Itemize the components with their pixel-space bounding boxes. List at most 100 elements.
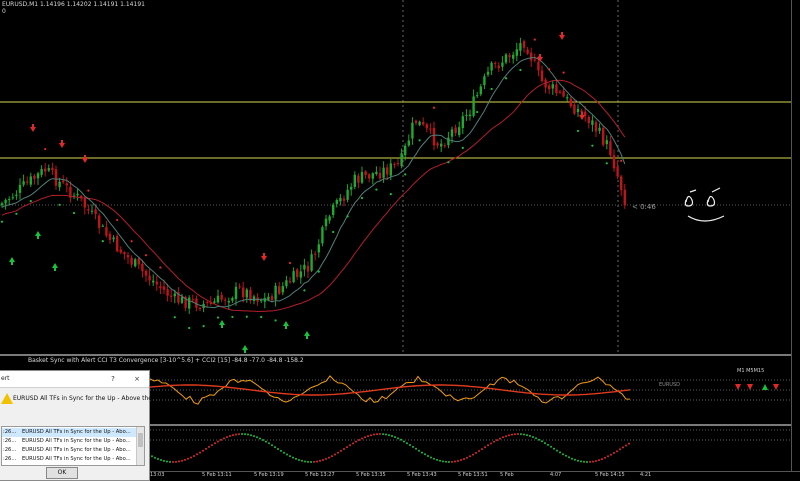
close-button[interactable]: × <box>134 375 140 383</box>
signal-dot <box>526 434 528 437</box>
candle-body <box>551 84 554 89</box>
signal-dot <box>478 450 480 452</box>
scrollbar-thumb[interactable] <box>138 433 143 447</box>
signal-dot <box>490 442 492 445</box>
alert-dialog[interactable]: ert ? × EURUSD All TFs in Sync for the U… <box>0 370 152 481</box>
buy-dot <box>173 316 176 319</box>
signal-dot <box>166 460 168 463</box>
signal-dot <box>346 446 348 449</box>
candle-body <box>418 121 421 126</box>
candle-body <box>407 140 410 146</box>
candle-body <box>458 127 461 136</box>
signal-dot <box>424 453 426 456</box>
candle-body <box>548 85 551 90</box>
alert-title: ert <box>1 375 10 382</box>
signal-dot <box>487 444 489 447</box>
candle-body <box>33 175 36 179</box>
candle-body <box>123 252 126 255</box>
alert-history-list[interactable]: :26... EURUSD All TFs in Sync for the Up … <box>1 426 145 466</box>
time-axis[interactable] <box>0 471 800 480</box>
signal-dot <box>421 451 423 454</box>
signal-dot <box>358 439 360 441</box>
pane-separator-2[interactable] <box>0 424 800 426</box>
oscillator-canvas[interactable] <box>0 356 800 424</box>
candle-body <box>537 61 540 71</box>
signal-dot <box>406 442 408 445</box>
buy-dot <box>461 146 464 150</box>
candle-body <box>605 140 608 145</box>
candle-body <box>267 296 270 300</box>
buy-dot <box>260 315 263 319</box>
candle-body <box>65 183 68 186</box>
list-item[interactable]: :26... EURUSD All TFs in Sync for the Up … <box>2 455 136 464</box>
price-chart-pane[interactable]: EURUSD,M1 1.14196 1.14202 1.14191 1.1419… <box>0 0 800 354</box>
help-button[interactable]: ? <box>111 375 115 383</box>
candle-body <box>562 91 565 97</box>
signal-dot <box>586 461 588 463</box>
oscillator-header: Basket Sync with Alert CCI T3 Convergenc… <box>28 357 304 364</box>
candle-body <box>576 108 580 113</box>
signal-dot <box>577 459 579 462</box>
candle-body <box>152 280 155 283</box>
alert-titlebar[interactable]: ert ? × <box>0 371 149 388</box>
sell-arrow <box>559 32 565 40</box>
signal-dot <box>334 453 336 456</box>
candle-body <box>191 299 194 301</box>
signal-dot <box>619 448 621 451</box>
signal-dot <box>226 436 228 439</box>
candle-body <box>386 167 389 175</box>
signal-dot <box>439 459 441 462</box>
pane-separator[interactable] <box>0 354 800 356</box>
candle-body <box>40 168 43 175</box>
candle-body <box>468 114 472 117</box>
signal-dot <box>232 434 234 437</box>
signal-dot <box>463 458 465 460</box>
candle-body <box>105 227 108 236</box>
list-scrollbar[interactable] <box>136 427 144 465</box>
candle-body <box>400 153 403 166</box>
list-item[interactable]: :26... EURUSD All TFs in Sync for the Up … <box>2 428 136 437</box>
signal-dot <box>268 442 270 445</box>
fast-moving-average <box>1 56 626 309</box>
price-chart-canvas[interactable] <box>0 0 800 354</box>
sell-dot <box>288 261 292 265</box>
list-item-time: :26... <box>3 447 17 453</box>
signal-dot <box>352 442 354 445</box>
buy-dot <box>519 68 522 72</box>
candle-body <box>602 128 605 145</box>
signal-canvas[interactable] <box>0 426 800 471</box>
signal-dot <box>604 456 606 459</box>
signal-dot <box>199 451 201 454</box>
candle-body <box>375 171 378 175</box>
signal-dot <box>244 433 246 436</box>
cci-slow-line <box>149 384 631 396</box>
signal-dot <box>415 447 417 450</box>
list-item[interactable]: :26... EURUSD All TFs in Sync for the Up … <box>2 437 136 446</box>
signal-dot <box>373 433 375 436</box>
tf-arrows <box>735 384 779 390</box>
signal-dot <box>616 450 618 453</box>
ok-button[interactable]: OK <box>46 467 78 479</box>
buy-dot <box>375 188 378 191</box>
signal-dot <box>484 446 486 449</box>
zero-label: 0 <box>2 8 6 15</box>
candle-body <box>310 254 313 271</box>
candle-body <box>540 70 544 82</box>
signal-dot <box>502 436 504 439</box>
time-axis-label: 13:03 <box>150 472 165 478</box>
buy-dot <box>476 110 479 114</box>
signal-dot <box>214 442 216 445</box>
signal-dot <box>547 443 549 446</box>
candle-body <box>173 293 176 297</box>
candle-body <box>148 275 151 281</box>
buy-dot <box>360 196 364 200</box>
candle-body <box>252 296 256 301</box>
list-item-time: :26... <box>3 429 17 435</box>
oscillator-badge-left: EURUSD <box>659 382 680 388</box>
signal-dot <box>256 436 258 439</box>
buy-dot <box>29 199 32 203</box>
signal-dot <box>319 459 321 462</box>
buy-dot <box>317 270 320 273</box>
price-axis[interactable] <box>791 0 800 479</box>
list-item[interactable]: :26... EURUSD All TFs in Sync for the Up … <box>2 446 136 455</box>
